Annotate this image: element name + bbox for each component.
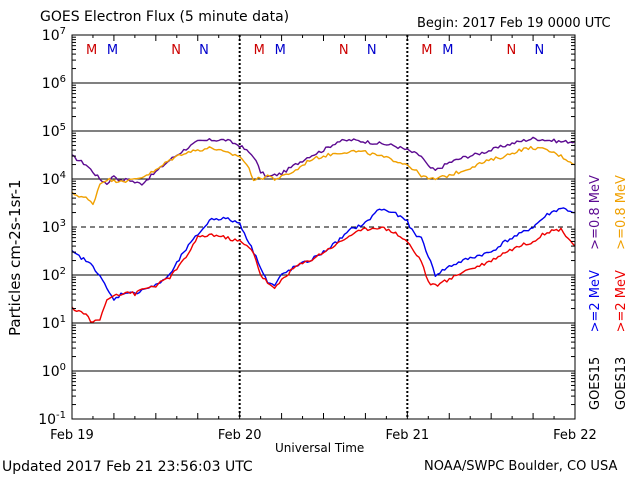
legend-goes13-sat: GOES13	[614, 356, 629, 410]
legend-goes15-2mev: >=2 MeV	[588, 270, 603, 333]
y-tick-label: 101	[42, 314, 66, 332]
begin-time: Begin: 2017 Feb 19 0000 UTC	[417, 16, 611, 31]
x-tick-layer: Feb 19 Feb 20 Feb 21 Feb 22	[50, 35, 597, 443]
y-tick-label: 106	[42, 74, 66, 92]
legend-goes15: GOES15 >=2 MeV >=0.8 MeV	[588, 175, 603, 410]
x-tick-label: Feb 20	[218, 428, 262, 443]
credit: NOAA/SWPC Boulder, CO USA	[424, 459, 618, 474]
y-tick-label: 107	[42, 26, 66, 44]
y-tick-label: 105	[42, 122, 66, 140]
x-tick-label: Feb 21	[385, 428, 429, 443]
marker-label: N	[535, 43, 545, 58]
legend-goes13: GOES13 >=2 MeV >=0.8 MeV	[614, 175, 629, 410]
marker-label: M	[86, 43, 97, 58]
y-tick-label: 10-1	[38, 410, 66, 428]
y-tick-label: 104	[42, 170, 66, 188]
legend-goes15-08mev: >=0.8 MeV	[588, 175, 603, 250]
series-line	[71, 226, 576, 323]
y-tick-label: 103	[42, 218, 66, 236]
marker-label: N	[339, 43, 349, 58]
chart-title: GOES Electron Flux (5 minute data)	[40, 9, 290, 25]
grid-layer	[72, 35, 575, 419]
legend-goes13-08mev: >=0.8 MeV	[614, 175, 629, 250]
series-line	[71, 207, 576, 301]
marker-label: M	[421, 43, 432, 58]
marker-label: M	[254, 43, 265, 58]
marker-label: N	[171, 43, 181, 58]
marker-label: N	[507, 43, 517, 58]
marker-label: N	[367, 43, 377, 58]
y-tick-label: 100	[42, 362, 66, 380]
legend-goes13-2mev: >=2 MeV	[614, 270, 629, 333]
y-tick-layer: 10-1 100 101 102 103 104 105 106 107	[38, 26, 575, 428]
marker-label: M	[107, 43, 118, 58]
updated-time: Updated 2017 Feb 21 23:56:03 UTC	[2, 459, 253, 475]
marker-label: N	[199, 43, 209, 58]
x-axis-label: Universal Time	[275, 441, 365, 455]
series-line	[71, 145, 576, 206]
y-axis-label: Particles cm-2s-1sr-1	[6, 179, 24, 336]
marker-label: M	[442, 43, 453, 58]
series-line	[71, 136, 576, 186]
x-tick-label: Feb 22	[553, 428, 597, 443]
x-tick-label: Feb 19	[50, 428, 94, 443]
series-layer	[71, 136, 576, 323]
marker-label: M	[275, 43, 286, 58]
y-tick-label: 102	[42, 266, 66, 284]
legend-goes15-sat: GOES15	[588, 356, 603, 410]
